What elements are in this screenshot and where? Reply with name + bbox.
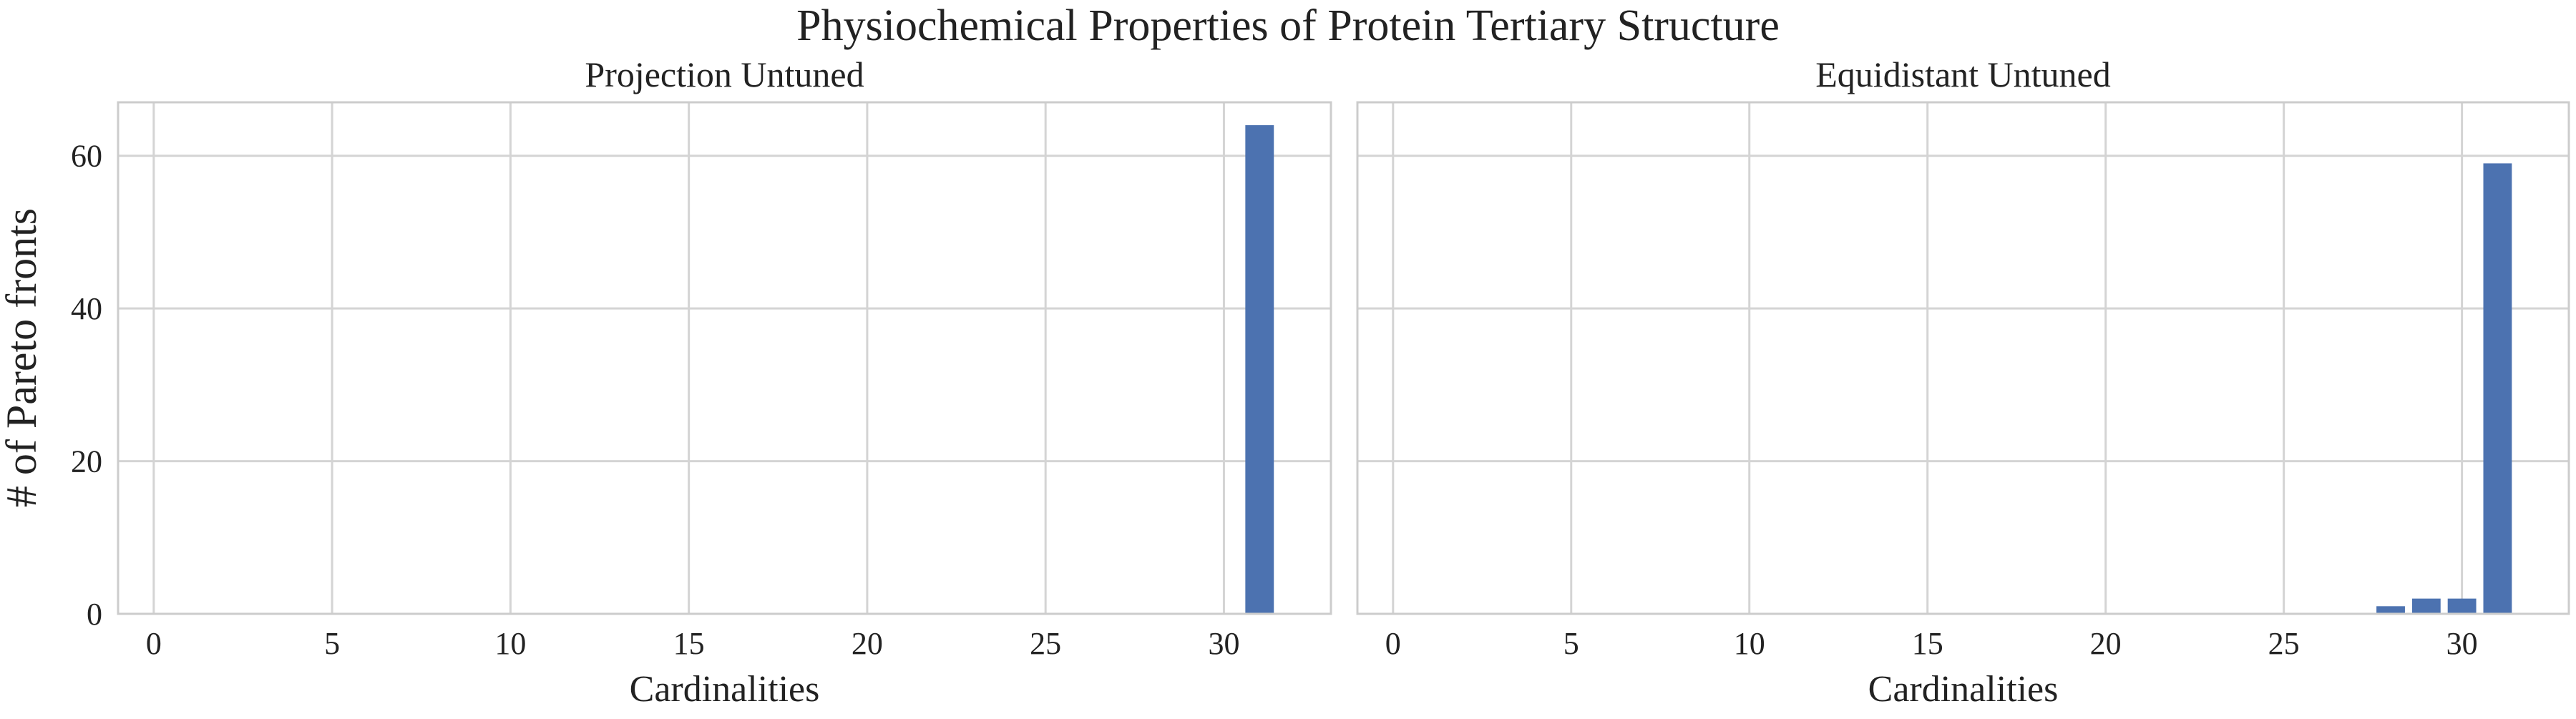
chart-panel-2: 0 5 10 15 20 25 30 Equidistant Untuned Cardinali…	[1356, 54, 2570, 710]
x-tick-label: 25	[1030, 626, 1061, 661]
bar	[2376, 606, 2405, 614]
x-tick-label: 10	[1734, 626, 1765, 661]
x-tick-label: 25	[2268, 626, 2300, 661]
y-tick-label: 60	[71, 139, 102, 174]
axes-frame	[1356, 101, 2570, 615]
x-axis-label: Cardinalities	[630, 669, 820, 710]
x-tick-label: 0	[146, 626, 162, 661]
x-tick-label: 30	[1208, 626, 1239, 661]
x-tick-label: 20	[852, 626, 883, 661]
y-tick-label: 40	[71, 291, 102, 326]
y-tick-label: 0	[87, 597, 102, 632]
x-tick-label: 15	[1912, 626, 1943, 661]
bar	[1245, 125, 1274, 615]
panel-title: Projection Untuned	[585, 54, 864, 94]
x-tick-label: 5	[324, 626, 340, 661]
chart-panel-1: 0 5 10 15 20 25 30 0 20 40 60 Projection Untuned Car…	[71, 54, 1332, 710]
bar	[2483, 163, 2512, 614]
x-axis-label: Cardinalities	[1868, 669, 2059, 710]
x-tick-label: 0	[1385, 626, 1401, 661]
x-tick-label: 30	[2446, 626, 2478, 661]
panel-title: Equidistant Untuned	[1815, 54, 2110, 94]
y-axis-label: # of Pareto fronts	[0, 208, 45, 507]
x-tick-label: 10	[494, 626, 526, 661]
axes-frame	[117, 101, 1332, 615]
bar	[2447, 598, 2477, 614]
x-tick-label: 15	[673, 626, 705, 661]
x-tick-label: 5	[1563, 626, 1579, 661]
x-tick-label: 20	[2090, 626, 2122, 661]
bar	[2411, 598, 2441, 614]
y-tick-label: 20	[71, 444, 102, 479]
chart-panels: 0 5 10 15 20 25 30 0 20 40 60 Projection Untuned Car…	[71, 54, 2570, 710]
chart-suptitle: Physiochemical Properties of Protein Ter…	[796, 1, 1780, 50]
